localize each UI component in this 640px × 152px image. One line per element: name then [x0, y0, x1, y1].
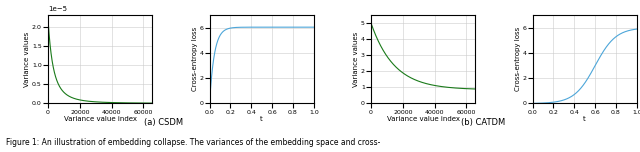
- Y-axis label: Variance values: Variance values: [353, 32, 360, 87]
- Y-axis label: Cross-entropy loss: Cross-entropy loss: [515, 27, 521, 91]
- X-axis label: t: t: [583, 116, 586, 122]
- Text: (a) CSDM: (a) CSDM: [143, 118, 183, 127]
- Text: (b) CATDM: (b) CATDM: [461, 118, 506, 127]
- Y-axis label: Cross-entropy loss: Cross-entropy loss: [192, 27, 198, 91]
- X-axis label: Variance value index: Variance value index: [63, 116, 136, 122]
- Y-axis label: Variance values: Variance values: [24, 32, 31, 87]
- X-axis label: t: t: [260, 116, 263, 122]
- X-axis label: Variance value index: Variance value index: [387, 116, 460, 122]
- Text: Figure 1: An illustration of embedding collapse. The variances of the embedding : Figure 1: An illustration of embedding c…: [6, 138, 381, 147]
